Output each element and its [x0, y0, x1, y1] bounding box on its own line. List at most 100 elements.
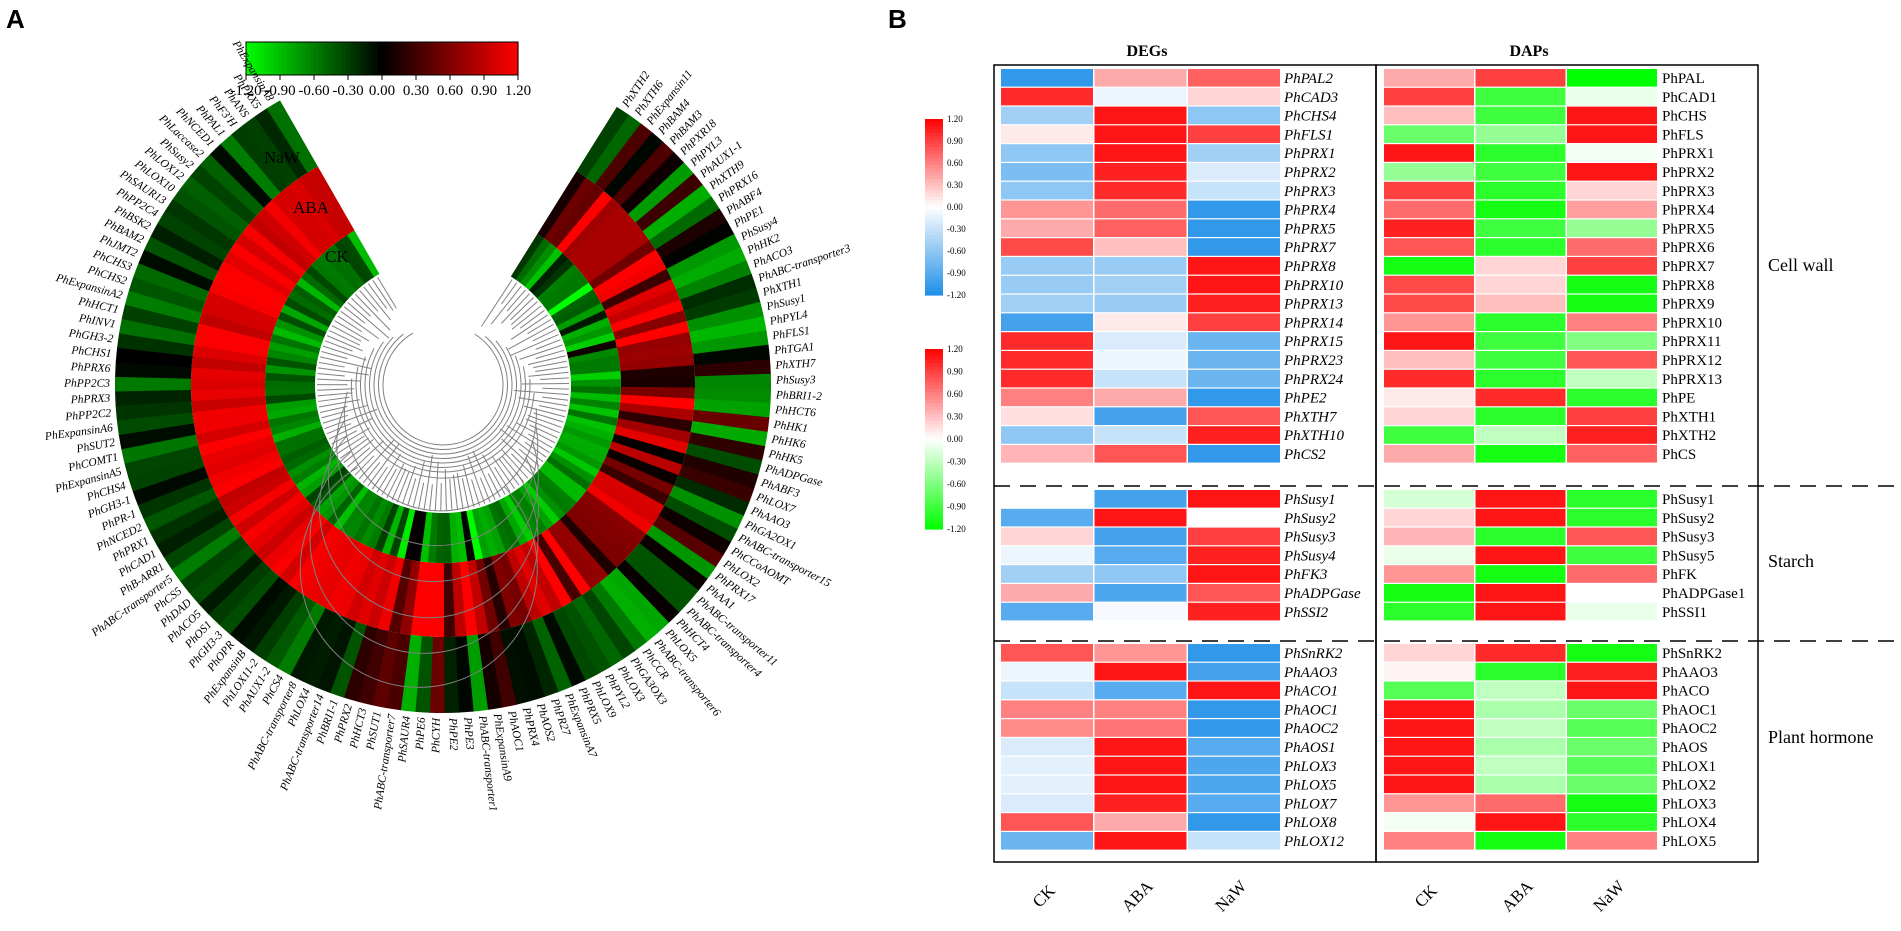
heatmap-wedge [588, 240, 656, 290]
colorbar-daps-segment [925, 507, 943, 512]
heatmap-wedge [298, 172, 348, 240]
dap-cell [1567, 388, 1657, 407]
deg-cell [1001, 832, 1093, 850]
dendrogram-branch [535, 339, 561, 350]
dendrogram-branch [521, 382, 569, 385]
dendrogram-arc [364, 348, 522, 464]
deg-cell [1188, 490, 1280, 508]
colorbar-daps-segment [925, 367, 943, 372]
heatmap-wedge [568, 403, 620, 419]
heatmap-wedge [673, 475, 750, 517]
heatmap-wedge [247, 497, 311, 554]
dap-protein-label: PhXTH2 [1662, 428, 1716, 444]
deg-gene-label: PhSSI2 [1283, 605, 1329, 621]
heatmap-wedge [658, 505, 731, 556]
colorbar-daps-segment [925, 424, 943, 429]
dendrogram-arc [373, 336, 513, 455]
dendrogram-branch [518, 397, 568, 407]
dendrogram-branch [324, 408, 378, 430]
deg-cell [1001, 794, 1093, 812]
colorbar-degs-segment [925, 129, 943, 134]
heatmap-wedge [515, 238, 551, 284]
heatmap-wedge [149, 497, 223, 545]
heatmap-wedge [571, 595, 624, 668]
deg-gene-label: PhSusy2 [1283, 511, 1336, 527]
heatmap-wedge [581, 490, 647, 544]
heatmap-wedge [274, 426, 324, 451]
heatmap-wedge [199, 153, 265, 216]
deg-column-label: CK [1029, 881, 1060, 912]
deg-cell [1188, 756, 1280, 775]
heatmap-wedge [563, 324, 614, 348]
dendrogram-branch [523, 405, 566, 418]
colorbar-daps-segment [925, 435, 943, 440]
dendrogram-branch [487, 473, 501, 498]
dendrogram-branch [461, 478, 470, 509]
colorbar-degs-segment [925, 252, 943, 257]
colorbar-daps-segment [925, 464, 943, 469]
dendrogram-branch [317, 388, 355, 391]
heatmap-wedge [265, 379, 316, 389]
circular-gene-label: PhPP2C3 [63, 378, 110, 390]
deg-cell [1094, 508, 1187, 527]
colorbar-a-segment [354, 42, 360, 75]
heatmap-wedge [324, 542, 368, 614]
heatmap-wedge [583, 231, 650, 284]
heatmap-wedge [355, 551, 390, 626]
circular-gene-label: PhPE6 [414, 717, 428, 752]
heatmap-wedge [620, 386, 695, 400]
deg-cell [1001, 775, 1093, 794]
heatmap-wedge [573, 214, 637, 271]
heatmap-wedge [115, 375, 192, 392]
heatmap-wedge [538, 465, 582, 504]
deg-cell [1188, 700, 1280, 718]
heatmap-wedge [620, 151, 685, 215]
heatmap-wedge [612, 310, 687, 341]
deg-cell [1094, 602, 1187, 621]
heatmap-wedge [267, 348, 318, 365]
heatmap-wedge [292, 283, 338, 318]
heatmap-wedge [115, 346, 193, 368]
colorbar-a-segment [468, 42, 474, 75]
heatmap-wedge [132, 466, 209, 506]
heatmap-wedge [566, 339, 618, 359]
dap-cell [1567, 719, 1657, 737]
colorbar-daps-tick-label: 0.60 [947, 389, 963, 399]
degs-header: DEGs [1127, 43, 1168, 60]
dendrogram-branch [452, 474, 459, 511]
dap-cell [1384, 181, 1474, 200]
dap-cell [1567, 332, 1657, 350]
heatmap-wedge [138, 248, 214, 292]
dap-protein-label: PhAOC1 [1662, 702, 1717, 718]
dap-cell [1475, 681, 1566, 700]
colorbar-degs-segment [925, 245, 943, 250]
dap-cell [1475, 584, 1566, 602]
colorbar-a-tick-label: -0.90 [264, 83, 295, 99]
dap-protein-label: PhSnRK2 [1662, 646, 1722, 662]
dap-cell [1384, 294, 1474, 313]
deg-cell [1188, 275, 1280, 294]
heatmap-wedge [603, 132, 665, 199]
deg-cell [1001, 219, 1093, 237]
dap-cell [1384, 832, 1474, 850]
colorbar-daps-segment [925, 457, 943, 462]
dendrogram-branch [355, 294, 391, 331]
colorbar-daps-segment [925, 410, 943, 415]
colorbar-a-segment [332, 42, 338, 75]
deg-gene-label: PhXTH10 [1283, 428, 1345, 444]
dap-cell [1384, 351, 1474, 369]
heatmap-wedge [265, 387, 316, 397]
heatmap-wedge [268, 340, 319, 360]
deg-gene-label: PhPRX23 [1283, 353, 1343, 369]
heatmap-wedge [564, 419, 615, 442]
deg-cell [1188, 584, 1280, 602]
deg-cell [1188, 832, 1280, 850]
colorbar-daps-segment [925, 363, 943, 368]
heatmap-wedge [580, 589, 636, 660]
dap-cell [1567, 163, 1657, 181]
colorbar-a-segment [427, 42, 433, 75]
heatmap-wedge [352, 495, 384, 543]
colorbar-a-segment [377, 42, 383, 75]
dendrogram-arc [336, 405, 539, 547]
heatmap-wedge [609, 441, 683, 476]
